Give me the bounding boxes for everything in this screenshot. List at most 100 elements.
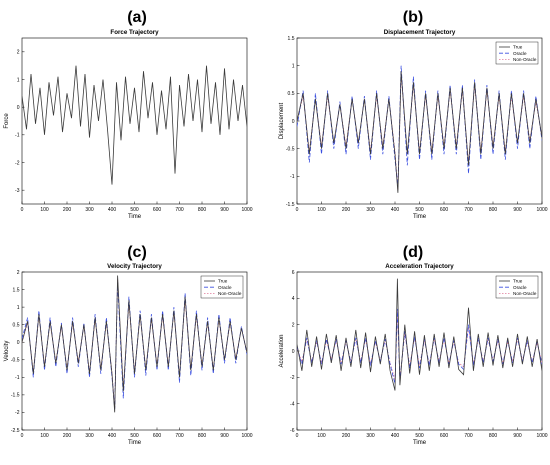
series-line-non-oracle — [22, 278, 247, 409]
y-tick-label: -1.5 — [286, 202, 295, 208]
x-tick-label: 600 — [440, 433, 449, 439]
series-line-true — [22, 275, 247, 413]
series-line-true — [297, 278, 542, 391]
y-tick-label: -1 — [290, 174, 295, 180]
x-tick-label: 700 — [175, 433, 184, 439]
chart-title: Velocity Trajectory — [107, 263, 162, 270]
series-line-non-oracle — [297, 73, 542, 191]
x-tick-label: 0 — [296, 433, 299, 439]
y-tick-label: 1 — [17, 305, 20, 311]
legend-box — [200, 275, 244, 299]
x-tick-label: 700 — [464, 433, 473, 439]
x-tick-label: 100 — [40, 207, 49, 213]
x-tick-label: 1000 — [536, 207, 547, 213]
x-tick-label: 200 — [63, 207, 72, 213]
x-tick-label: 1000 — [241, 433, 252, 439]
chart-panel-3: (c) Velocity Trajectory 0 100 200 300 400 500 60… — [4, 244, 253, 446]
y-tick-label: 1.5 — [288, 36, 295, 42]
y-tick-label: -0.5 — [11, 358, 20, 364]
x-tick-label: 100 — [317, 207, 326, 213]
x-tick-label: 400 — [391, 207, 400, 213]
x-tick-label: 900 — [513, 433, 522, 439]
x-tick-label: 0 — [21, 207, 24, 213]
x-tick-label: 400 — [108, 433, 117, 439]
series-line-oracle — [297, 65, 542, 188]
x-axis-label: Time — [413, 214, 427, 220]
x-tick-label: 300 — [85, 433, 94, 439]
y-tick-label: -2 — [290, 375, 295, 381]
series-line-non-oracle — [297, 311, 542, 381]
y-tick-label: 2 — [17, 270, 20, 276]
legend-label: Oracle — [513, 285, 527, 290]
x-tick-label: 900 — [220, 433, 229, 439]
x-tick-label: 100 — [317, 433, 326, 439]
y-tick-label: -6 — [290, 428, 295, 434]
y-tick-label: -2 — [15, 160, 20, 166]
y-tick-label: 6 — [292, 270, 295, 276]
legend-label: True — [218, 279, 228, 284]
y-tick-label: 0 — [17, 105, 20, 111]
legend-label: Oracle — [513, 51, 527, 56]
y-tick-label: 4 — [292, 296, 295, 302]
x-tick-label: 400 — [391, 433, 400, 439]
x-tick-label: 700 — [175, 207, 184, 213]
x-tick-label: 500 — [415, 207, 424, 213]
x-tick-label: 200 — [342, 207, 351, 213]
x-tick-label: 900 — [513, 207, 522, 213]
x-tick-label: 0 — [21, 433, 24, 439]
y-axis-label: Displacement — [279, 102, 285, 139]
x-tick-label: 900 — [220, 207, 229, 213]
x-tick-label: 700 — [464, 207, 473, 213]
panel-label: (a) — [127, 9, 147, 26]
y-tick-label: -1.5 — [11, 393, 20, 399]
x-axis-label: Time — [128, 440, 142, 446]
chart-title: Force Trajectory — [110, 29, 159, 36]
x-tick-label: 100 — [40, 433, 49, 439]
legend-label: Non-Oracle — [513, 291, 537, 296]
x-tick-label: 800 — [198, 433, 207, 439]
chart-panel-1: (a) Force Trajectory 0 100 200 300 400 500 600 70… — [4, 9, 253, 220]
y-tick-label: -4 — [290, 401, 295, 407]
y-tick-label: 1.5 — [13, 287, 20, 293]
y-tick-label: -1 — [15, 133, 20, 139]
legend-label: Non-Oracle — [218, 291, 242, 296]
x-tick-label: 500 — [415, 433, 424, 439]
chart-title: Acceleration Trajectory — [385, 263, 454, 270]
legend-label: Non-Oracle — [513, 57, 537, 62]
x-tick-label: 400 — [108, 207, 117, 213]
y-axis-label: Acceleration — [279, 334, 285, 367]
y-tick-label: 1 — [17, 77, 20, 83]
y-tick-label: 0 — [17, 340, 20, 346]
x-axis-label: Time — [128, 214, 142, 220]
x-tick-label: 800 — [198, 207, 207, 213]
x-tick-label: 300 — [85, 207, 94, 213]
y-tick-label: 0.5 — [288, 91, 295, 97]
x-tick-label: 1000 — [241, 207, 252, 213]
y-tick-label: 2 — [292, 322, 295, 328]
legend-box — [495, 275, 539, 299]
x-tick-label: 200 — [342, 433, 351, 439]
x-tick-label: 200 — [63, 433, 72, 439]
y-tick-label: 1 — [292, 63, 295, 69]
x-tick-label: 500 — [130, 207, 139, 213]
y-tick-label: -0.5 — [286, 146, 295, 152]
y-tick-label: -1 — [15, 375, 20, 381]
x-tick-label: 0 — [296, 207, 299, 213]
series-line-oracle — [22, 282, 247, 409]
panel-label: (b) — [403, 9, 423, 26]
y-tick-label: 0 — [292, 119, 295, 125]
x-tick-label: 600 — [153, 433, 162, 439]
y-tick-label: -2.5 — [11, 428, 20, 434]
legend-label: Oracle — [218, 285, 232, 290]
y-tick-label: -3 — [15, 188, 20, 194]
series-line-true — [22, 65, 247, 185]
legend-label: True — [513, 45, 523, 50]
y-tick-label: -2 — [15, 410, 20, 416]
y-axis-label: Velocity — [4, 341, 10, 362]
x-tick-label: 1000 — [536, 433, 547, 439]
